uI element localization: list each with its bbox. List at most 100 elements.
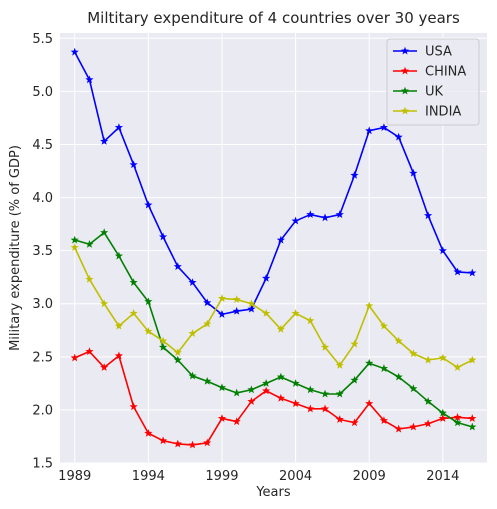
data-point-china (276, 393, 285, 402)
data-point-india (365, 301, 374, 310)
data-point-uk (468, 422, 477, 431)
y-tick-label: 5.0 (32, 85, 53, 100)
data-point-usa (173, 262, 182, 271)
data-point-uk (85, 239, 94, 248)
data-point-india (409, 349, 418, 358)
data-point-india (129, 309, 138, 317)
data-point-uk (291, 379, 300, 387)
legend-marker-usa (400, 46, 410, 55)
legend-label-usa: USA (425, 45, 452, 60)
data-point-uk (276, 372, 285, 381)
y-axis: 1.5 2.0 2.5 3.0 3.5 4.0 4.5 5.0 5.5 (32, 32, 53, 472)
legend-label-china: CHINA (425, 65, 466, 80)
data-point-india (114, 321, 123, 330)
legend-label-uk: UK (425, 85, 444, 100)
data-point-china (453, 413, 462, 421)
data-point-uk (217, 383, 227, 392)
data-point-uk (438, 408, 447, 417)
data-point-india (350, 339, 359, 348)
data-point-usa (203, 298, 212, 307)
x-tick-label: 1989 (58, 469, 91, 484)
data-point-china (173, 439, 182, 448)
data-point-china (247, 397, 256, 405)
data-point-usa (276, 235, 285, 244)
data-point-uk (247, 385, 256, 394)
data-point-china (114, 351, 123, 360)
data-point-china (350, 418, 359, 427)
data-point-usa (100, 137, 109, 145)
data-point-india (379, 321, 389, 330)
series-line-india (73, 247, 473, 369)
x-axis: 1989 1994 1999 2004 2009 2014 (58, 469, 459, 484)
data-point-india (262, 309, 271, 317)
legend-item-india: INDIA (393, 105, 461, 120)
data-point-usa (85, 75, 94, 84)
data-point-uk (394, 372, 403, 381)
series-usa (70, 47, 477, 318)
y-tick-label: 4.5 (32, 138, 53, 153)
data-point-china (232, 417, 241, 426)
data-point-india (144, 327, 153, 335)
data-point-usa (144, 200, 153, 209)
data-point-usa (217, 310, 227, 318)
data-point-uk (158, 342, 168, 351)
data-point-india (276, 324, 285, 333)
legend-marker-china (400, 66, 410, 75)
legend-marker-uk (400, 86, 410, 95)
data-point-usa (306, 210, 315, 219)
data-point-china (409, 422, 418, 431)
data-point-china (379, 416, 389, 425)
data-point-usa (291, 216, 300, 225)
x-axis-title: Years (255, 485, 291, 500)
data-point-china (70, 353, 79, 362)
data-point-usa (453, 267, 462, 276)
data-point-india (291, 309, 300, 317)
data-point-india (306, 316, 315, 325)
data-point-usa (438, 246, 447, 255)
data-point-usa (424, 211, 433, 220)
data-point-china (144, 428, 153, 437)
data-point-china (365, 399, 374, 408)
legend-label-india: INDIA (425, 105, 461, 120)
data-point-china (129, 402, 138, 411)
legend-item-china: CHINA (393, 65, 466, 80)
y-tick-label: 3.0 (32, 297, 53, 312)
data-point-india (320, 342, 330, 351)
data-point-uk (129, 278, 138, 286)
y-tick-label: 2.5 (32, 350, 53, 365)
data-point-uk (232, 388, 241, 397)
data-point-india (247, 299, 256, 308)
data-point-usa (158, 232, 168, 241)
data-point-china (306, 404, 315, 413)
series-layer (70, 47, 477, 449)
y-axis-title: Military expenditure (% of GDP) (8, 145, 23, 351)
y-tick-label: 5.5 (32, 32, 53, 47)
data-point-uk (100, 228, 109, 237)
data-point-usa (320, 213, 330, 222)
x-tick-label: 2004 (279, 469, 312, 484)
data-point-china (203, 438, 212, 447)
data-point-china (468, 414, 477, 422)
data-point-usa (409, 168, 418, 177)
data-point-uk (424, 397, 433, 405)
data-point-india (188, 329, 197, 337)
data-point-uk (203, 376, 212, 385)
data-point-india (394, 336, 403, 345)
y-tick-label: 4.0 (32, 191, 53, 206)
data-point-india (217, 294, 227, 302)
data-point-usa (365, 126, 374, 135)
data-point-uk (320, 389, 330, 398)
data-point-china (291, 399, 300, 408)
data-point-uk (70, 235, 79, 244)
data-point-uk (409, 384, 418, 393)
data-point-usa (70, 47, 79, 56)
data-point-china (217, 414, 227, 422)
x-tick-label: 1999 (205, 469, 238, 484)
data-point-usa (335, 210, 344, 219)
data-point-uk (335, 389, 344, 398)
x-tick-label: 1994 (132, 469, 165, 484)
data-point-china (335, 415, 344, 423)
legend-frame (386, 38, 480, 126)
data-point-uk (262, 379, 271, 387)
